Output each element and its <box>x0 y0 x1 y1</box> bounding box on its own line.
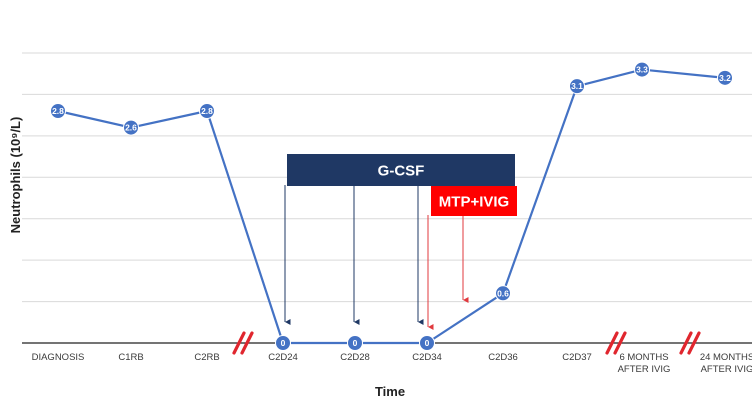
series-segment <box>56 109 133 129</box>
x-tick-label: C2RB <box>194 352 219 363</box>
series-segment <box>129 109 209 129</box>
annotation-band <box>287 154 515 186</box>
x-tick-label: AFTER IVIG <box>701 364 752 375</box>
data-label: 0 <box>353 338 358 348</box>
x-tick-label: 6 MONTHS <box>619 352 668 363</box>
annotation-label: G-CSF <box>378 163 425 180</box>
data-point <box>717 69 733 86</box>
data-label: 3.1 <box>571 81 583 91</box>
data-label: 0 <box>425 338 430 348</box>
series-segment <box>575 68 644 88</box>
series-segment <box>501 85 579 295</box>
data-label: 2.8 <box>52 106 64 116</box>
x-tick-label: DIAGNOSIS <box>32 352 85 363</box>
series-segment <box>640 68 727 79</box>
data-point <box>347 335 363 351</box>
treatment-annotations: G-CSF MTP+IVIG <box>284 154 517 330</box>
x-tick-label: C2D36 <box>488 352 518 363</box>
data-point <box>569 78 585 95</box>
data-point <box>123 119 139 136</box>
data-point <box>419 335 435 351</box>
data-point <box>199 103 215 119</box>
x-axis-title: Time <box>375 384 405 399</box>
axis-break-mark <box>613 331 627 355</box>
axis-break-mark <box>605 331 619 355</box>
x-tick-labels: DIAGNOSIS C1RB C2RB C2D24 C2D28 C2D34 C2D36 C2D… <box>32 352 752 375</box>
x-tick-label: 24 MONTHS <box>700 352 752 363</box>
x-tick-label: AFTER IVIG <box>618 364 671 375</box>
y-axis-title: Neutrophils (10⁹/L) <box>8 117 23 234</box>
data-label: 2.6 <box>125 123 137 133</box>
annotation-label: MTP+IVIG <box>439 194 509 211</box>
data-point <box>495 285 511 302</box>
x-tick-label: C2D24 <box>268 352 298 363</box>
axis-break-mark <box>240 331 254 355</box>
data-label: 3.3 <box>636 65 648 75</box>
x-tick-label: C2D28 <box>340 352 370 363</box>
data-points: 2.8 2.6 2.8 0 0 0 0.6 3.1 3.3 3.2 <box>50 61 733 351</box>
axis-break-mark <box>232 331 246 355</box>
data-label: 2.8 <box>201 106 213 116</box>
axis-break-mark <box>679 331 693 355</box>
data-label: 0 <box>281 338 286 348</box>
data-point <box>50 103 66 119</box>
axis-break-mark <box>687 331 701 355</box>
axis-break-marks <box>232 331 701 355</box>
data-label: 0.6 <box>497 288 509 298</box>
x-tick-label: C1RB <box>118 352 143 363</box>
data-point <box>634 61 650 78</box>
gridlines <box>22 52 752 303</box>
x-tick-label: C2D34 <box>412 352 442 363</box>
data-point <box>275 335 291 351</box>
data-label: 3.2 <box>719 73 731 83</box>
annotation-band <box>431 186 517 216</box>
x-tick-label: C2D37 <box>562 352 592 363</box>
series-line <box>56 68 727 345</box>
series-segment <box>425 292 505 345</box>
series-segment <box>205 109 285 345</box>
